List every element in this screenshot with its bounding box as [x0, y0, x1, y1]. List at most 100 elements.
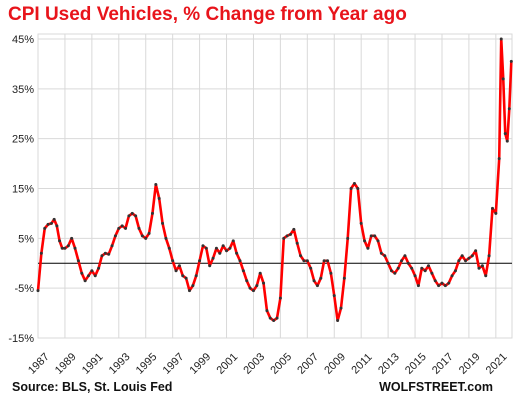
data-point: [39, 251, 43, 255]
data-point: [144, 236, 148, 240]
data-point: [416, 284, 420, 288]
data-point: [393, 271, 397, 275]
data-point: [43, 226, 47, 230]
data-point: [248, 286, 252, 290]
data-point: [174, 269, 178, 273]
data-point: [430, 271, 434, 275]
data-point: [295, 241, 299, 245]
x-tick-label: 1995: [134, 351, 160, 377]
x-tick-label: 1993: [107, 351, 133, 377]
data-point: [359, 221, 363, 225]
data-point: [238, 259, 242, 263]
data-point: [100, 254, 104, 258]
data-point: [73, 246, 77, 250]
x-tick-label: 2015: [403, 351, 429, 377]
x-tick-label: 2021: [484, 351, 510, 377]
data-point: [103, 251, 107, 255]
data-point: [117, 226, 121, 230]
data-point: [369, 234, 373, 238]
data-point: [201, 244, 205, 248]
data-point: [268, 316, 272, 320]
data-point: [86, 274, 90, 278]
data-point: [83, 279, 87, 283]
data-point: [147, 231, 151, 235]
data-point: [161, 221, 165, 225]
data-point: [315, 284, 319, 288]
plot-frame: [37, 33, 513, 339]
data-point: [443, 284, 447, 288]
data-point: [245, 279, 249, 283]
data-point: [467, 256, 471, 260]
data-point: [204, 246, 208, 250]
data-point: [383, 254, 387, 258]
data-point: [427, 264, 431, 268]
x-tick-label: 1991: [80, 351, 106, 377]
data-point: [480, 264, 484, 268]
data-point: [140, 234, 144, 238]
data-point: [110, 244, 114, 248]
data-point: [509, 59, 513, 63]
data-point: [319, 276, 323, 280]
data-point: [282, 236, 286, 240]
data-point: [400, 259, 404, 263]
data-point: [433, 279, 437, 283]
data-point: [218, 251, 222, 255]
data-point: [346, 236, 350, 240]
data-point: [423, 269, 427, 273]
data-point: [312, 279, 316, 283]
data-point: [225, 249, 229, 253]
x-tick-label: 1987: [26, 351, 52, 377]
data-point: [305, 259, 309, 263]
data-point: [127, 214, 131, 218]
data-point: [336, 319, 340, 323]
x-tick-label: 2017: [430, 351, 456, 377]
data-point: [194, 274, 198, 278]
data-point: [322, 259, 326, 263]
data-point: [90, 269, 94, 273]
data-point: [450, 274, 454, 278]
data-point: [389, 269, 393, 273]
y-tick-label: 35%: [12, 84, 34, 96]
data-point: [198, 259, 202, 263]
data-point: [228, 246, 232, 250]
data-point: [80, 271, 84, 275]
data-point: [63, 246, 67, 250]
data-point: [275, 316, 279, 320]
y-tick-label: 45%: [12, 34, 34, 46]
data-point: [356, 186, 360, 190]
data-point: [208, 264, 212, 268]
x-tick-label: 2013: [376, 351, 402, 377]
data-point: [58, 239, 62, 243]
x-tick-label: 2005: [268, 351, 294, 377]
data-point: [413, 274, 417, 278]
x-tick-label: 2003: [241, 351, 267, 377]
source-note: Source: BLS, St. Louis Fed: [12, 380, 173, 394]
chart-title: CPI Used Vehicles, % Change from Year ag…: [8, 4, 407, 25]
data-point: [349, 186, 353, 190]
data-point: [46, 222, 50, 226]
data-point: [76, 259, 80, 263]
x-tick-label: 2001: [215, 351, 241, 377]
data-point: [410, 266, 414, 270]
data-point: [235, 251, 239, 255]
data-point: [214, 246, 218, 250]
data-point: [332, 294, 336, 298]
data-point: [507, 107, 511, 111]
data-point: [262, 281, 266, 285]
data-point: [70, 236, 74, 240]
y-tick-label: 15%: [12, 183, 34, 195]
data-point: [457, 259, 461, 263]
data-point: [167, 246, 171, 250]
data-point: [157, 196, 161, 200]
data-point: [288, 232, 292, 236]
data-point: [191, 284, 195, 288]
data-point: [329, 271, 333, 275]
data-point: [93, 274, 97, 278]
data-point: [366, 246, 370, 250]
data-point: [49, 221, 53, 225]
data-point: [477, 266, 481, 270]
data-point: [285, 234, 289, 238]
data-point: [299, 254, 303, 258]
data-point: [396, 266, 400, 270]
